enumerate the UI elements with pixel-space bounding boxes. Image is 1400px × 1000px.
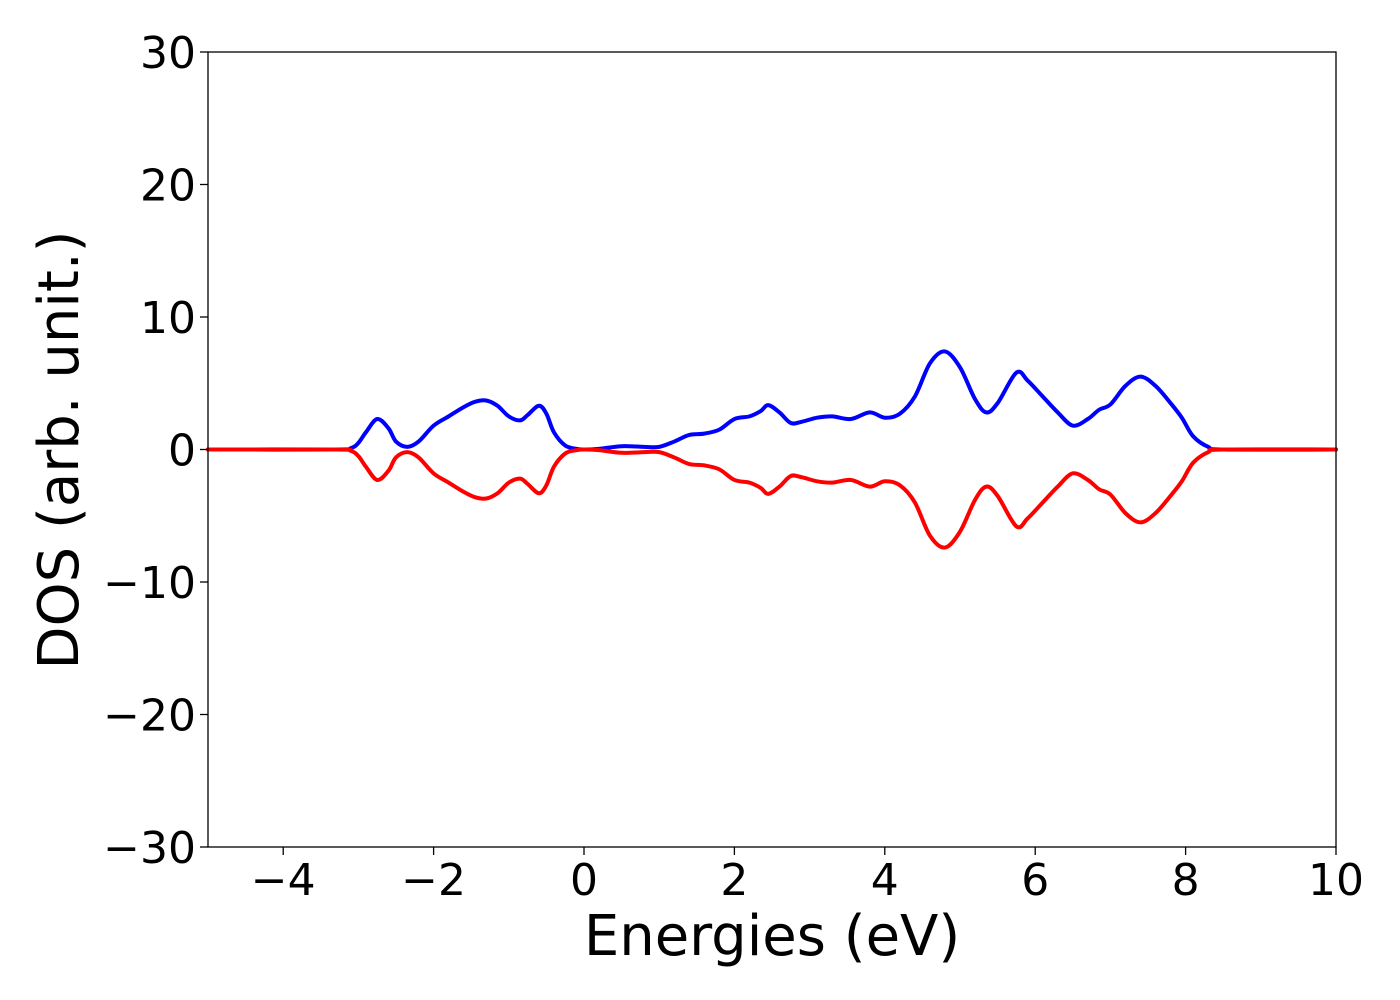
x-tick-label: 2 [720, 855, 748, 906]
y-tick-label: 30 [140, 28, 196, 79]
series-layer [206, 349, 1338, 550]
x-tick-label: −2 [401, 855, 466, 906]
y-tick-label: 20 [140, 161, 196, 212]
x-tick-label: 0 [570, 855, 598, 906]
y-tick-label: 0 [168, 426, 196, 477]
x-axis-ticks: −4 −2 0 2 4 6 8 10 [251, 847, 1364, 906]
y-tick-label: 10 [140, 293, 196, 344]
y-tick-label: −30 [103, 823, 196, 874]
x-axis-title: Energies (eV) [584, 904, 960, 969]
dos-series-line-lower [206, 447, 1338, 550]
y-tick-label: −20 [103, 691, 196, 742]
x-tick-label: 8 [1172, 855, 1200, 906]
plot-frame [207, 51, 1337, 848]
x-tick-label: 6 [1021, 855, 1049, 906]
x-tick-label: 10 [1308, 855, 1364, 906]
dos-series-line-upper [206, 349, 1338, 452]
y-axis-ticks: −30 −20 −10 0 10 20 30 [103, 28, 208, 874]
x-tick-label: −4 [251, 855, 316, 906]
x-tick-label: 4 [871, 855, 899, 906]
y-axis-title: DOS (arb. unit.) [27, 230, 92, 669]
y-tick-label: −10 [103, 558, 196, 609]
